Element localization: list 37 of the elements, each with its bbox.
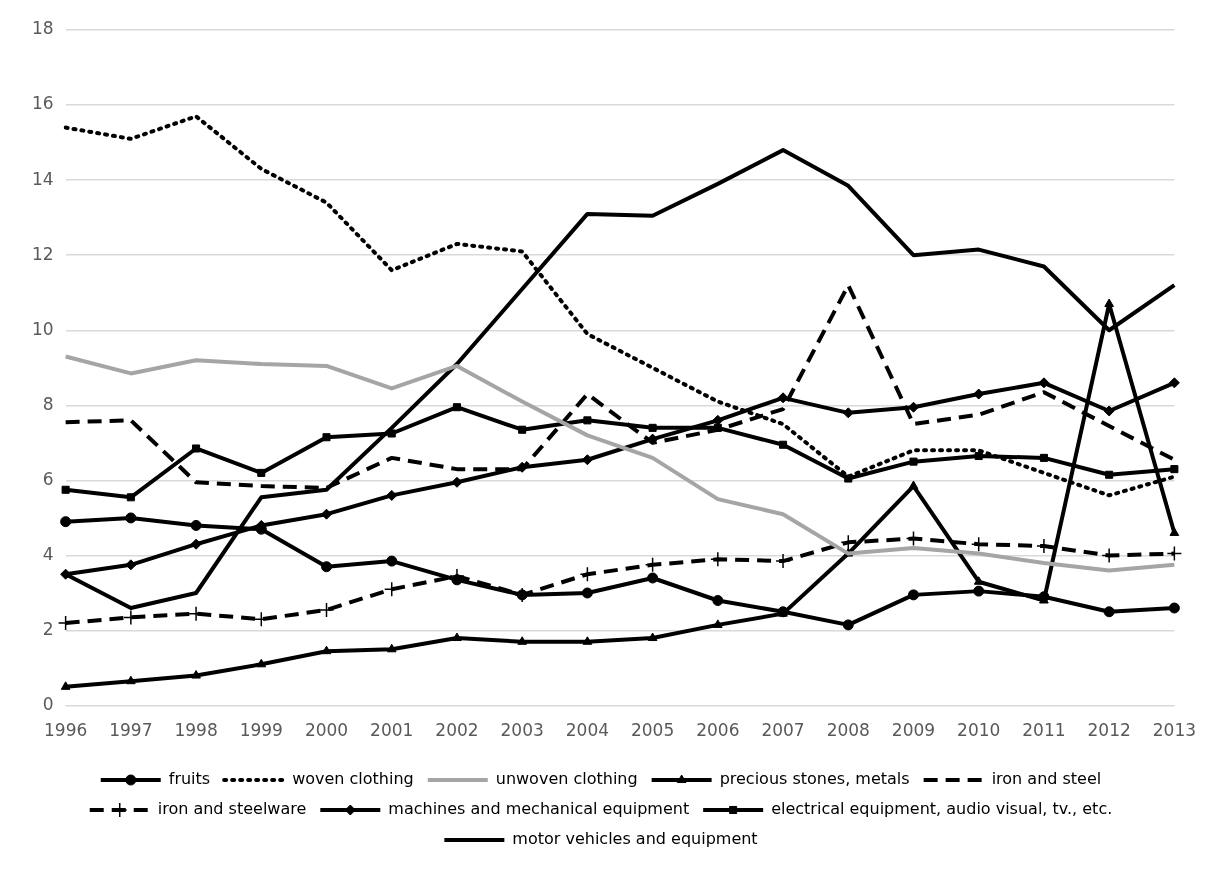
y-tick-label: 14	[31, 168, 54, 189]
x-tick-label: 1998	[174, 720, 218, 741]
y-tick-label: 4	[42, 543, 54, 564]
legend-label: woven clothing	[292, 769, 414, 789]
x-tick-label: 2000	[304, 720, 349, 741]
y-tick-label: 10	[31, 318, 54, 339]
legend-label: machines and mechanical equipment	[388, 799, 690, 819]
y-tick-label: 0	[42, 694, 54, 715]
legend-label: iron and steelware	[157, 799, 307, 819]
y-tick-label: 18	[31, 18, 54, 39]
y-tick-label: 16	[31, 93, 54, 114]
x-tick-label: 2006	[696, 720, 740, 741]
y-tick-label: 2	[42, 618, 54, 639]
legend-label: unwoven clothing	[495, 769, 638, 789]
x-tick-label: 2008	[826, 720, 870, 741]
x-tick-label: 2009	[891, 720, 936, 741]
x-tick-label: 2011	[1022, 720, 1066, 741]
x-tick-label: 2001	[370, 720, 414, 741]
y-tick-label: 12	[31, 243, 54, 264]
x-tick-label: 2005	[630, 720, 675, 741]
legend-label: electrical equipment, audio visual, tv., etc.	[771, 799, 1113, 819]
legend-label: precious stones, metals	[719, 769, 910, 789]
x-tick-label: 2004	[565, 720, 610, 741]
y-tick-label: 8	[42, 393, 54, 414]
x-tick-label: 2007	[761, 720, 805, 741]
x-tick-label: 2010	[957, 720, 1001, 741]
legend-label: iron and steel	[991, 769, 1102, 789]
legend-label: fruits	[168, 769, 211, 789]
x-tick-label: 1997	[109, 720, 153, 741]
x-tick-label: 2002	[435, 720, 479, 741]
x-tick-label: 2003	[500, 720, 544, 741]
y-tick-label: 6	[42, 468, 54, 489]
x-tick-label: 2012	[1087, 720, 1131, 741]
x-tick-label: 1996	[44, 720, 88, 741]
legend-label: motor vehicles and equipment	[512, 829, 758, 849]
x-tick-label: 1999	[239, 720, 283, 741]
x-tick-label: 2013	[1152, 720, 1196, 741]
